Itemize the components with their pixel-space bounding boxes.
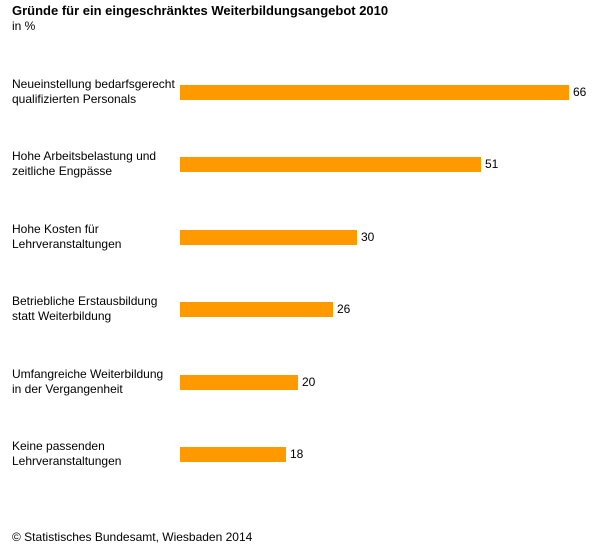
category-label-line: Hohe Kosten für xyxy=(12,222,99,236)
category-label-line: Betriebliche Erstausbildung xyxy=(12,294,158,308)
bar-chart: Neueinstellung bedarfsgerecht qualifizier… xyxy=(12,77,587,469)
chart-title: Gründe für ein eingeschränktes Weiterbil… xyxy=(12,3,389,18)
bar xyxy=(180,447,286,462)
bar xyxy=(180,375,298,390)
category-label: Hohe Kosten für Lehrveranstaltungen xyxy=(12,222,177,252)
category-label-line: qualifizierten Personals xyxy=(12,92,137,106)
category-label-line: Hohe Arbeitsbelastung und xyxy=(12,149,157,163)
category-label-line: Umfangreiche Weiterbildung xyxy=(12,367,164,381)
value-label: 20 xyxy=(302,375,316,389)
chart-subtitle: in % xyxy=(12,19,36,33)
bar xyxy=(180,302,333,317)
category-label-line: Lehrveranstaltungen xyxy=(12,237,122,251)
bar xyxy=(180,230,357,245)
category-label: Neueinstellung bedarfsgerecht qualifizier… xyxy=(12,77,177,107)
category-label-line: Neueinstellung bedarfsgerecht xyxy=(12,77,175,91)
value-label: 66 xyxy=(573,85,587,99)
value-label: 51 xyxy=(485,157,499,171)
value-label: 30 xyxy=(361,230,375,244)
category-label-line: zeitliche Engpässe xyxy=(12,164,113,178)
value-label: 26 xyxy=(337,302,351,316)
category-label-line: in der Vergangenheit xyxy=(12,382,123,396)
value-label: 18 xyxy=(290,447,304,461)
bar xyxy=(180,157,481,172)
category-label: Hohe Arbeitsbelastung und zeitliche Engpä… xyxy=(12,149,177,179)
source-note: © Statistisches Bundesamt, Wiesbaden 201… xyxy=(12,530,253,544)
category-label: Umfangreiche Weiterbildung in der Vergang… xyxy=(12,367,177,397)
bar xyxy=(180,85,569,100)
category-label-line: statt Weiterbildung xyxy=(12,309,112,323)
category-label-line: Keine passenden xyxy=(12,439,105,453)
category-label-line: Lehrveranstaltungen xyxy=(12,454,122,468)
category-label: Keine passenden Lehrveranstaltungen xyxy=(12,439,177,469)
category-label: Betriebliche Erstausbildung statt Weiterb… xyxy=(12,294,177,324)
